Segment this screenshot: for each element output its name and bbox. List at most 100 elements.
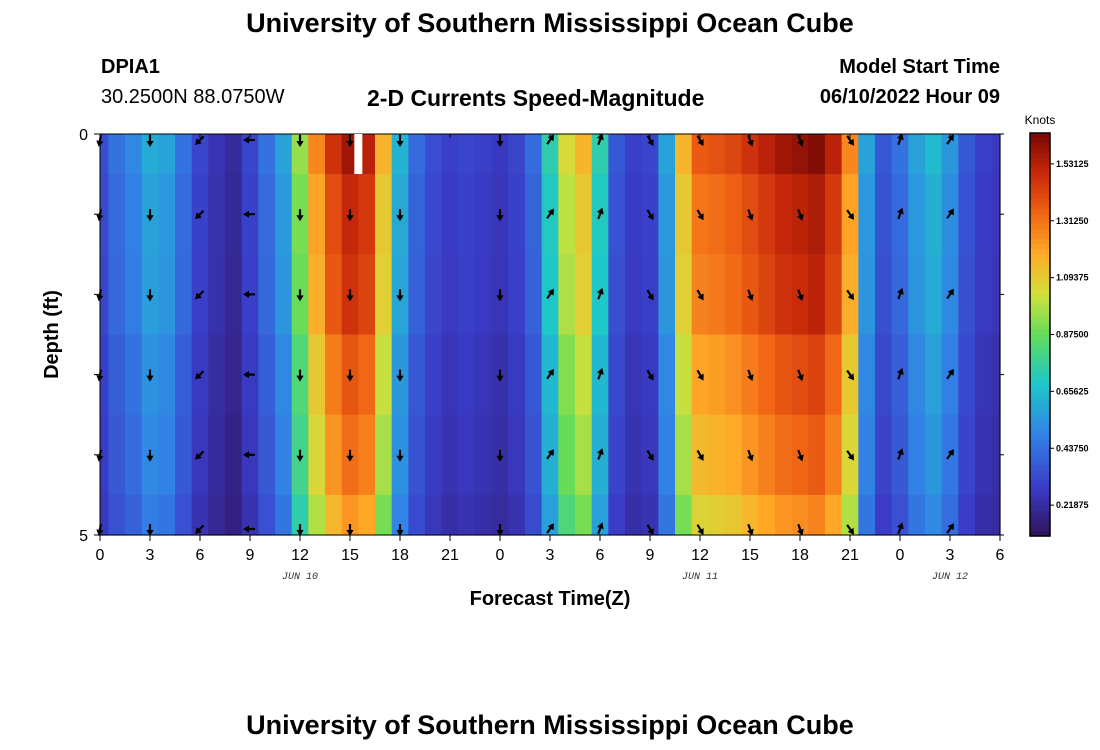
heatmap-cell bbox=[208, 254, 226, 336]
heatmap-cell bbox=[275, 254, 293, 336]
heatmap-cell bbox=[491, 494, 509, 536]
heatmap-cell bbox=[758, 414, 776, 496]
colorbar-segment bbox=[1030, 389, 1050, 396]
current-arrow bbox=[195, 370, 205, 380]
heatmap-cell bbox=[158, 254, 176, 336]
heatmap-cell bbox=[308, 334, 326, 416]
heatmap-cells bbox=[100, 134, 1001, 536]
colorbar-segment bbox=[1030, 279, 1050, 285]
heatmap-cell bbox=[408, 494, 426, 536]
x-tick-label: 12 bbox=[691, 547, 709, 564]
heatmap-cell bbox=[608, 414, 626, 496]
current-arrow bbox=[746, 369, 754, 382]
heatmap-cell bbox=[275, 414, 293, 496]
heatmap-cell bbox=[808, 414, 826, 496]
heatmap-cell bbox=[558, 334, 576, 416]
heatmap-cell bbox=[575, 254, 593, 336]
heatmap-cell bbox=[625, 494, 643, 536]
current-arrow bbox=[646, 209, 654, 221]
heatmap-cell bbox=[708, 414, 726, 496]
colorbar-segment bbox=[1030, 218, 1050, 225]
colorbar-segment bbox=[1030, 284, 1050, 290]
current-arrow bbox=[546, 449, 555, 460]
heatmap-cell bbox=[908, 414, 926, 496]
current-arrow bbox=[146, 289, 154, 302]
current-arrow bbox=[896, 522, 904, 535]
heatmap-cell bbox=[908, 334, 926, 416]
current-arrow bbox=[346, 209, 354, 222]
heatmap-cell bbox=[775, 134, 793, 175]
current-arrow bbox=[796, 523, 804, 536]
colorbar-segment bbox=[1030, 415, 1050, 421]
x-tick-label: 15 bbox=[741, 547, 759, 564]
heatmap-cell bbox=[991, 174, 1001, 255]
heatmap-cell bbox=[541, 134, 559, 175]
current-arrow bbox=[396, 369, 404, 382]
heatmap-cell bbox=[225, 254, 243, 336]
colorbar-segment bbox=[1030, 203, 1050, 210]
current-arrow bbox=[646, 369, 654, 381]
x-tick-label: 9 bbox=[246, 547, 255, 564]
current-arrow bbox=[243, 290, 255, 298]
heatmap-cell bbox=[841, 134, 859, 175]
current-arrow bbox=[846, 289, 855, 301]
heatmap-cell bbox=[358, 134, 376, 175]
current-arrow bbox=[396, 449, 404, 462]
colorbar-segment bbox=[1030, 450, 1050, 456]
current-arrow bbox=[96, 449, 104, 462]
colorbar-segment bbox=[1030, 515, 1050, 522]
colorbar-segment bbox=[1030, 163, 1050, 169]
heatmap-cell bbox=[458, 334, 476, 416]
heatmap-cell bbox=[575, 134, 593, 175]
heatmap-cell bbox=[925, 334, 943, 416]
heatmap-cell bbox=[258, 494, 276, 536]
current-arrow bbox=[696, 135, 704, 147]
colorbar-segment bbox=[1030, 405, 1050, 411]
heatmap-cell bbox=[991, 134, 1001, 175]
heatmap-cell bbox=[958, 414, 976, 496]
heatmap-cell bbox=[975, 254, 993, 336]
heatmap-cell bbox=[975, 494, 993, 536]
current-arrow bbox=[696, 369, 704, 381]
colorbar-segment bbox=[1030, 329, 1050, 336]
current-arrow bbox=[946, 368, 955, 380]
heatmap-cell bbox=[575, 334, 593, 416]
heatmap-cell bbox=[675, 134, 693, 175]
current-arrow bbox=[646, 135, 654, 147]
heatmap-cell bbox=[925, 174, 943, 255]
current-arrow bbox=[546, 134, 555, 145]
colorbar-segment bbox=[1030, 299, 1050, 305]
heatmap-cell bbox=[575, 494, 593, 536]
x-axis-title: Forecast Time(Z) bbox=[470, 588, 631, 610]
current-arrow bbox=[146, 209, 154, 222]
x-tick-label: 21 bbox=[841, 547, 859, 564]
current-arrow bbox=[896, 207, 904, 220]
heatmap-cell bbox=[291, 134, 309, 175]
heatmap-cell bbox=[325, 334, 343, 416]
heatmap-cell bbox=[558, 134, 576, 175]
colorbar-segment bbox=[1030, 168, 1050, 174]
current-arrow bbox=[596, 287, 604, 300]
heatmap-cell bbox=[291, 494, 309, 536]
current-arrow bbox=[346, 524, 354, 536]
current-arrow bbox=[846, 209, 855, 220]
colorbar-segment bbox=[1030, 263, 1050, 270]
current-arrow bbox=[746, 134, 754, 147]
heatmap-cell bbox=[775, 334, 793, 416]
colorbar-segment bbox=[1030, 364, 1050, 371]
heatmap-cell bbox=[858, 134, 876, 175]
colorbar-segment bbox=[1030, 238, 1050, 245]
heatmap-cell bbox=[658, 174, 676, 255]
heatmap-cell bbox=[575, 174, 593, 255]
heatmap-cell bbox=[675, 494, 693, 536]
current-arrow bbox=[946, 208, 955, 219]
heatmap-cell bbox=[425, 494, 443, 536]
colorbar-segment bbox=[1030, 253, 1050, 260]
heatmap-cell bbox=[208, 334, 226, 416]
heatmap-cell bbox=[475, 134, 493, 175]
colorbar-unit-label: Knots bbox=[1025, 113, 1056, 127]
heatmap-cell bbox=[100, 494, 109, 536]
colorbar-segment bbox=[1030, 445, 1050, 451]
heatmap-cell bbox=[325, 414, 343, 496]
heatmap-cell bbox=[991, 414, 1001, 496]
